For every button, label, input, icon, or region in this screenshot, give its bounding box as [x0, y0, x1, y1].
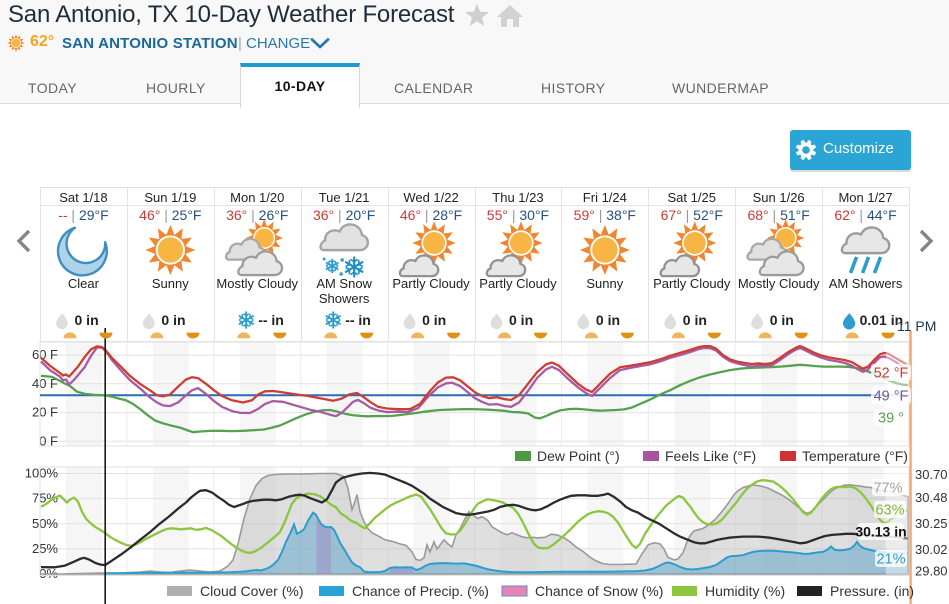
svg-text:Humidity (%): Humidity (%): [705, 583, 785, 599]
svg-text:Dew Point (°): Dew Point (°): [537, 448, 620, 464]
svg-text:52 °F: 52 °F: [874, 366, 909, 382]
svg-text:40 F: 40 F: [32, 376, 58, 391]
svg-text:Feels Like (°F): Feels Like (°F): [665, 448, 756, 464]
svg-text:Chance of Precip. (%): Chance of Precip. (%): [352, 583, 489, 599]
svg-text:Pressure. (in): Pressure. (in): [830, 583, 914, 599]
svg-text:25%: 25%: [32, 541, 58, 556]
svg-text:0 F: 0 F: [39, 433, 58, 448]
svg-text:Chance of Snow (%): Chance of Snow (%): [535, 583, 663, 599]
svg-text:30.48: 30.48: [915, 490, 948, 505]
svg-text:30.13 in: 30.13 in: [855, 524, 906, 540]
svg-text:30.25: 30.25: [915, 516, 948, 531]
svg-text:Cloud Cover (%): Cloud Cover (%): [200, 583, 303, 599]
svg-text:63%: 63%: [875, 503, 904, 519]
svg-text:20 F: 20 F: [32, 405, 58, 420]
svg-text:29.80: 29.80: [915, 564, 948, 579]
svg-text:60 F: 60 F: [32, 347, 58, 362]
svg-text:100%: 100%: [25, 466, 59, 481]
svg-text:21%: 21%: [876, 552, 905, 568]
svg-text:50%: 50%: [32, 516, 58, 531]
svg-text:49 °F: 49 °F: [874, 389, 909, 405]
svg-text:30.02: 30.02: [915, 542, 948, 557]
svg-text:30.70: 30.70: [915, 467, 948, 482]
svg-text:75%: 75%: [32, 491, 58, 506]
svg-text:39 °: 39 °: [878, 411, 904, 427]
svg-text:Temperature (°F): Temperature (°F): [802, 448, 908, 464]
svg-text:77%: 77%: [873, 481, 902, 497]
